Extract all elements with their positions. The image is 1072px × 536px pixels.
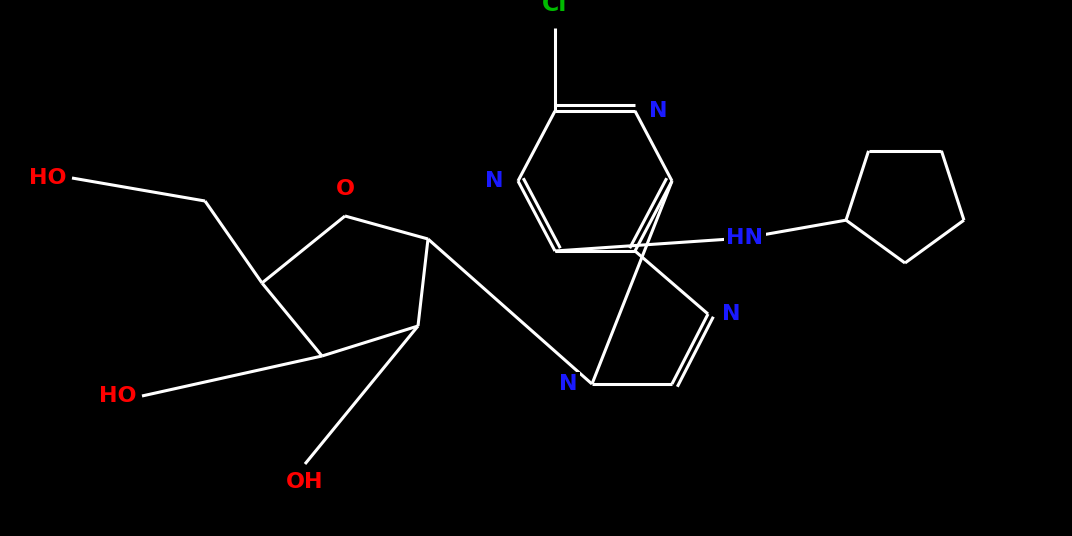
Text: N: N [560,374,578,394]
Text: N: N [486,171,504,191]
Text: N: N [649,101,668,121]
Text: HN: HN [727,228,763,248]
Text: HO: HO [30,168,66,188]
Text: OH: OH [286,472,324,492]
Text: N: N [723,304,741,324]
Text: HO: HO [100,386,137,406]
Text: O: O [336,179,355,199]
Text: Cl: Cl [542,0,568,16]
